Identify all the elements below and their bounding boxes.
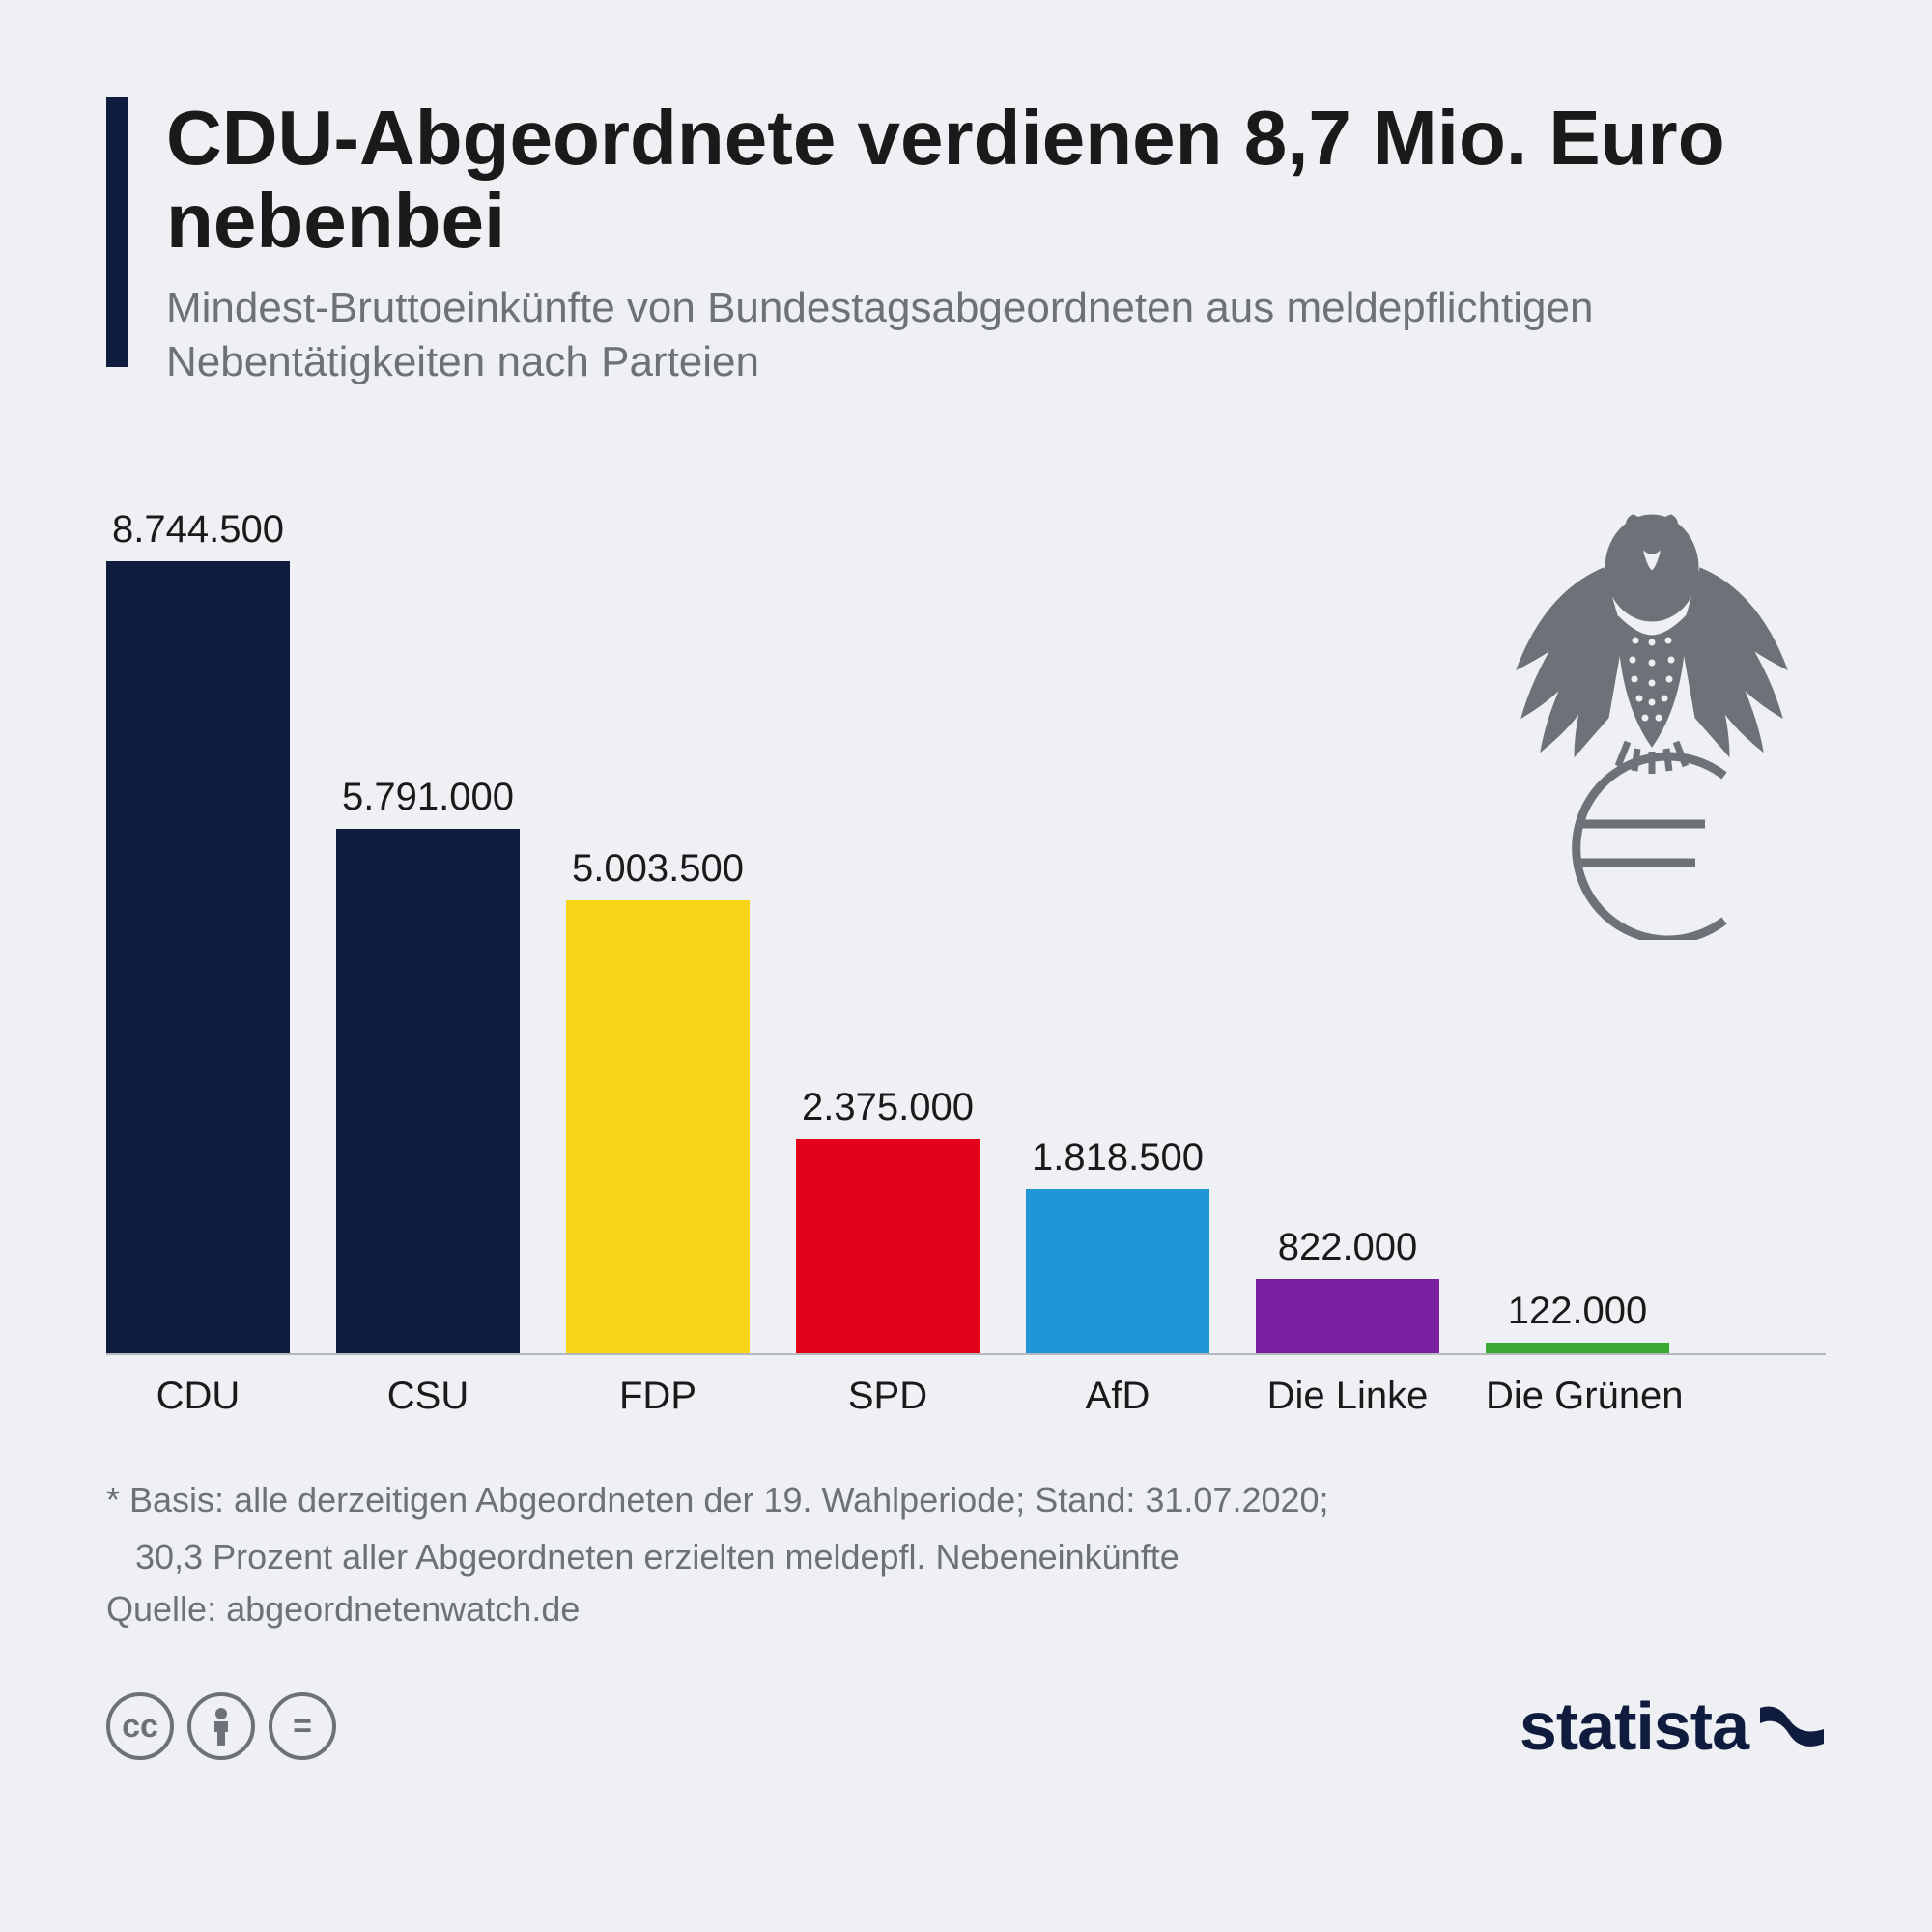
bar-die-linke: 822.000: [1256, 1226, 1439, 1353]
chart-area: 8.744.500 5.791.000 5.003.500 2.375.000 1.81…: [106, 486, 1826, 1355]
bar-rect: [1486, 1343, 1669, 1353]
bar-value-label: 5.791.000: [342, 776, 514, 819]
bar-value-label: 822.000: [1278, 1226, 1418, 1269]
bar-rect: [1256, 1279, 1439, 1353]
chart-title: CDU-Abgeordnete verdienen 8,7 Mio. Euro …: [166, 97, 1826, 264]
statista-logo: statista: [1520, 1688, 1826, 1765]
bar-csu: 5.791.000: [336, 776, 520, 1353]
footnote-line-1: * Basis: alle derzeitigen Abgeordneten d…: [106, 1476, 1826, 1524]
bar-die-grünen: 122.000: [1486, 1290, 1669, 1353]
footer: cc = statista: [106, 1688, 1826, 1765]
brand-text: statista: [1520, 1688, 1748, 1765]
x-label: CSU: [336, 1375, 520, 1418]
x-label: SPD: [796, 1375, 980, 1418]
license-icons: cc =: [106, 1692, 336, 1760]
x-label: CDU: [106, 1375, 290, 1418]
x-label: Die Grünen: [1486, 1375, 1669, 1418]
x-axis-labels: CDU CSU FDP SPD AfD Die Linke Die Grünen: [106, 1375, 1826, 1418]
cc-icon: cc: [106, 1692, 174, 1760]
header: CDU-Abgeordnete verdienen 8,7 Mio. Euro …: [106, 97, 1826, 389]
bar-value-label: 5.003.500: [572, 847, 744, 891]
bar-afd: 1.818.500: [1026, 1136, 1209, 1354]
chart-subtitle: Mindest-Bruttoeinkünfte von Bundestagsab…: [166, 281, 1826, 390]
by-icon: [187, 1692, 255, 1760]
bar-rect: [106, 561, 290, 1353]
eagle-euro-icon: [1478, 476, 1826, 940]
footnote-line-2: 30,3 Prozent aller Abgeordneten erzielte…: [106, 1533, 1826, 1581]
bar-rect: [566, 900, 750, 1353]
accent-bar: [106, 97, 128, 367]
nd-icon: =: [269, 1692, 336, 1760]
bar-cdu: 8.744.500: [106, 508, 290, 1353]
bar-rect: [1026, 1189, 1209, 1354]
bar-fdp: 5.003.500: [566, 847, 750, 1353]
bar-value-label: 1.818.500: [1032, 1136, 1204, 1179]
x-label: Die Linke: [1256, 1375, 1439, 1418]
eagle-euro-illustration: [1478, 476, 1826, 940]
titles: CDU-Abgeordnete verdienen 8,7 Mio. Euro …: [166, 97, 1826, 389]
bar-value-label: 122.000: [1508, 1290, 1648, 1333]
bar-rect: [796, 1139, 980, 1354]
brand-swoosh-icon: [1758, 1700, 1826, 1753]
x-label: AfD: [1026, 1375, 1209, 1418]
bar-container: 8.744.500 5.791.000 5.003.500 2.375.000 1.81…: [106, 486, 1669, 1353]
source-label: Quelle: abgeordnetenwatch.de: [106, 1589, 1826, 1630]
bar-spd: 2.375.000: [796, 1086, 980, 1354]
bar-rect: [336, 829, 520, 1353]
bar-value-label: 8.744.500: [112, 508, 284, 552]
bar-value-label: 2.375.000: [802, 1086, 974, 1129]
x-label: FDP: [566, 1375, 750, 1418]
